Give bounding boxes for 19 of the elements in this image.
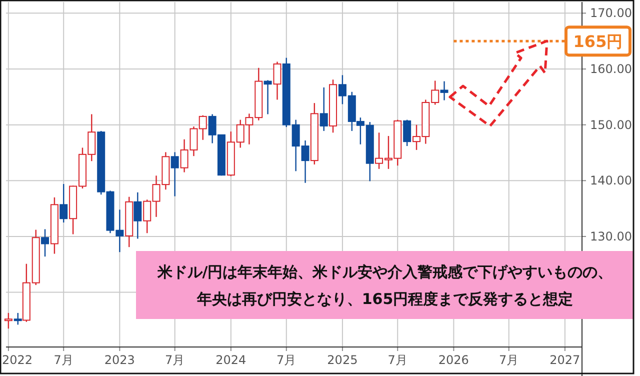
x-tick-label: 7月 [54, 353, 74, 367]
y-tick-label: 150.00 [590, 118, 632, 132]
ref-line-label: 165円 [573, 32, 623, 52]
x-tick-label: 7月 [388, 353, 408, 367]
x-tick-label: 7月 [276, 353, 296, 367]
x-tick-label: 2026 [438, 353, 469, 367]
x-tick-label: 2027 [550, 353, 580, 367]
x-tick-label: 2025 [327, 353, 358, 367]
y-tick-label: 140.00 [590, 174, 632, 188]
x-tick-label: 7月 [165, 353, 185, 367]
y-tick-label: 160.00 [590, 62, 632, 76]
x-tick-label: 2023 [104, 353, 135, 367]
y-tick-label: 170.00 [590, 6, 632, 20]
annotation: 年央は再び円安となり、165円程度まで反発すると想定 [196, 290, 574, 308]
annotation: 米ドル/円は年末年始、米ドル安や介入警戒感で下げやすいものの、 [156, 263, 613, 281]
y-tick-label: 130.00 [590, 229, 632, 244]
x-tick-label: 2024 [216, 353, 246, 367]
x-tick-label: 2022 [2, 353, 33, 367]
x-tick-label: 7月 [499, 353, 519, 367]
